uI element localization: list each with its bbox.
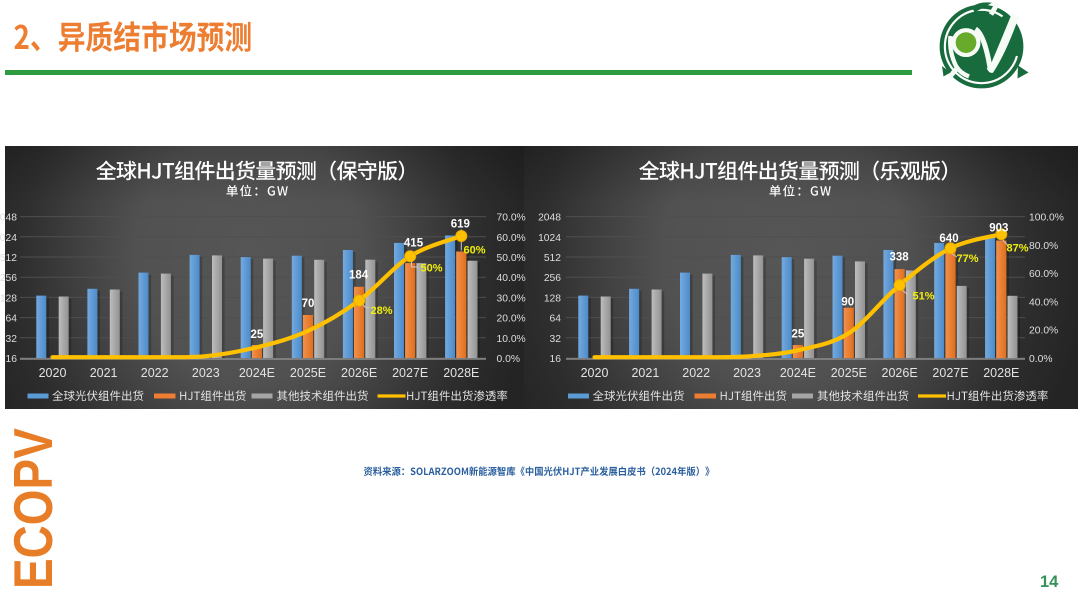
svg-text:40.0%: 40.0% [1029,297,1058,308]
svg-text:2026E: 2026E [341,366,377,380]
svg-text:415: 415 [404,238,424,250]
svg-text:2025E: 2025E [831,366,867,380]
svg-text:28%: 28% [371,305,393,317]
svg-text:64: 64 [6,314,18,325]
svg-text:77%: 77% [957,253,979,265]
svg-text:2024E: 2024E [780,366,816,380]
svg-text:184: 184 [349,270,369,282]
svg-text:338: 338 [890,252,910,264]
svg-text:2020: 2020 [39,366,67,380]
svg-text:2026E: 2026E [882,366,918,380]
svg-text:40.0%: 40.0% [497,273,526,284]
svg-text:10.0%: 10.0% [497,334,526,345]
svg-text:50.0%: 50.0% [497,253,526,264]
svg-text:2027E: 2027E [932,366,968,380]
svg-text:16: 16 [6,354,18,365]
svg-text:25: 25 [251,329,264,341]
svg-text:0.0%: 0.0% [1029,354,1052,365]
svg-text:2028E: 2028E [443,366,479,380]
svg-text:60.0%: 60.0% [1029,269,1058,280]
svg-text:2048: 2048 [538,213,561,224]
svg-text:2024E: 2024E [239,366,275,380]
svg-text:1024: 1024 [0,233,17,244]
svg-text:32: 32 [550,334,562,345]
svg-text:2025E: 2025E [290,366,326,380]
svg-text:87%: 87% [1007,243,1029,255]
svg-text:2028E: 2028E [983,366,1019,380]
svg-text:20.0%: 20.0% [497,314,526,325]
svg-text:16: 16 [550,354,562,365]
svg-text:256: 256 [544,273,561,284]
svg-text:20.0%: 20.0% [1029,326,1058,337]
svg-text:90: 90 [841,297,854,309]
svg-text:50%: 50% [421,263,443,275]
svg-text:512: 512 [0,253,17,264]
svg-text:2022: 2022 [682,366,710,380]
svg-text:30.0%: 30.0% [497,293,526,304]
svg-text:619: 619 [451,219,470,231]
svg-text:80.0%: 80.0% [1029,241,1058,252]
svg-text:2023: 2023 [192,366,220,380]
svg-text:2027E: 2027E [392,366,428,380]
svg-text:51%: 51% [913,291,935,303]
svg-text:2021: 2021 [631,366,659,380]
svg-text:640: 640 [939,233,958,245]
svg-text:2021: 2021 [90,366,118,380]
svg-text:25: 25 [792,329,805,341]
svg-text:60%: 60% [464,245,486,257]
svg-text:2023: 2023 [733,366,761,380]
svg-text:32: 32 [6,334,18,345]
svg-text:70: 70 [302,298,315,310]
svg-text:2048: 2048 [0,213,17,224]
svg-text:903: 903 [989,223,1008,235]
svg-text:256: 256 [0,273,17,284]
svg-text:2020: 2020 [581,366,609,380]
svg-text:1024: 1024 [538,233,561,244]
svg-text:60.0%: 60.0% [497,233,526,244]
svg-text:70.0%: 70.0% [497,213,526,224]
svg-text:64: 64 [550,314,562,325]
svg-text:100.0%: 100.0% [1029,213,1064,224]
svg-text:0.0%: 0.0% [497,354,520,365]
svg-text:128: 128 [0,293,17,304]
svg-text:2022: 2022 [141,366,169,380]
svg-text:512: 512 [544,253,561,264]
svg-text:128: 128 [544,293,561,304]
